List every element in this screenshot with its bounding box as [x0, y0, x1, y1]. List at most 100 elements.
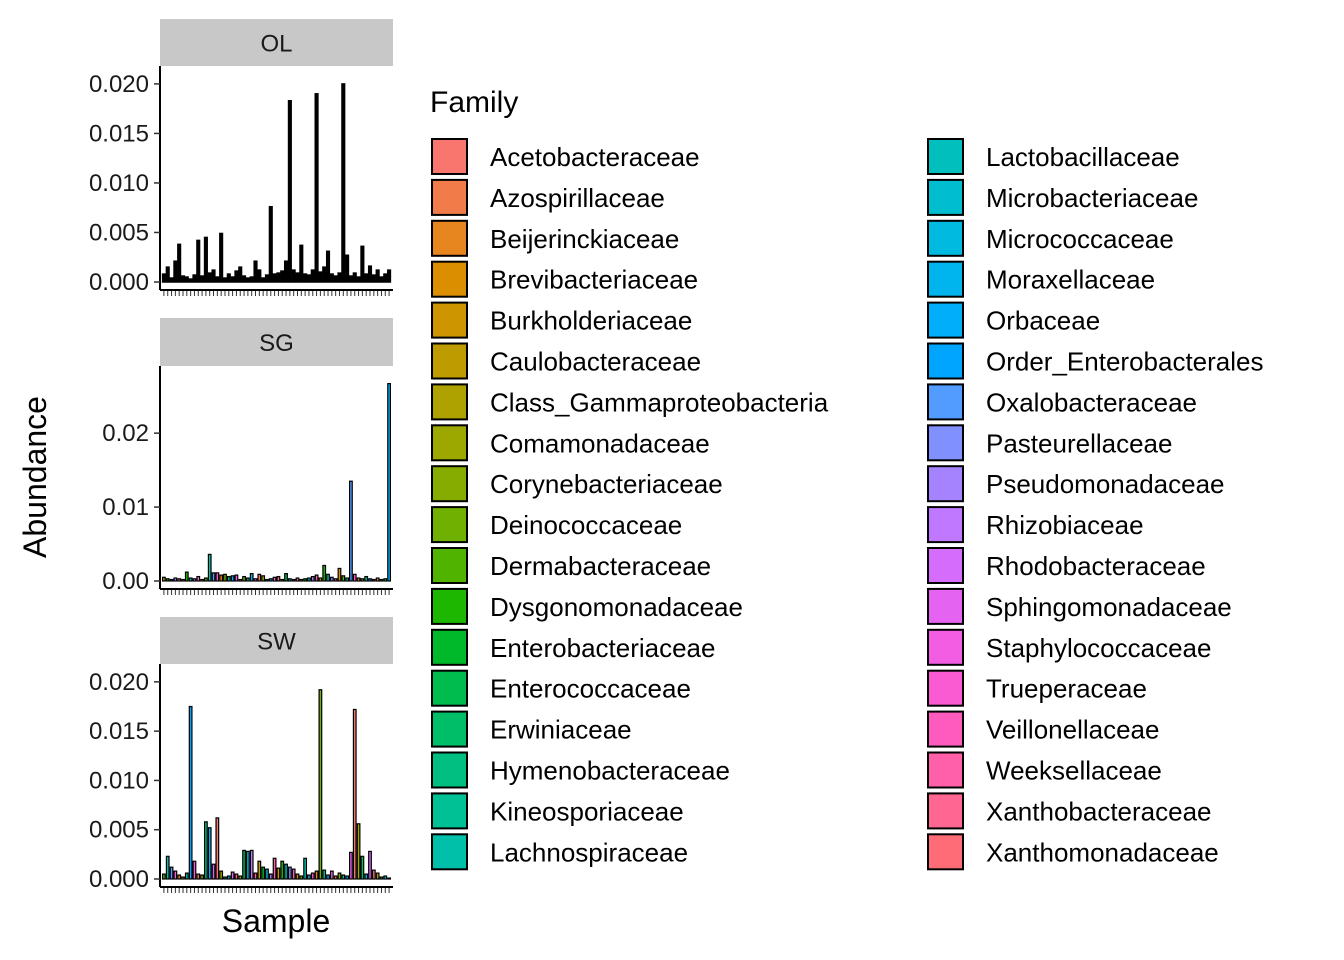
legend-item: Order_Enterobacterales — [927, 342, 1263, 380]
bar — [188, 278, 193, 283]
bar — [181, 578, 185, 582]
facet-panel-sw: SW 0.000 0.005 0.010 0.015 0.020 — [89, 617, 393, 893]
y-tick-label: 0.010 — [89, 170, 149, 197]
bar — [264, 274, 270, 283]
bar — [387, 877, 391, 880]
bar — [177, 243, 182, 283]
bar — [306, 274, 311, 283]
bar — [284, 863, 288, 880]
legend-item: Kineosporiaceae — [431, 792, 684, 830]
legend-swatch — [927, 465, 964, 503]
y-tick-label: 0.015 — [89, 718, 149, 745]
legend-swatch — [431, 219, 468, 257]
legend-swatch — [431, 751, 468, 789]
legend-swatch — [431, 383, 468, 421]
legend-label: Pseudomonadaceae — [986, 469, 1225, 499]
legend-item: Enterococcaceae — [431, 669, 691, 707]
bar — [184, 872, 189, 880]
bar — [184, 276, 189, 283]
bar — [287, 866, 292, 880]
bar — [207, 827, 212, 880]
bar — [219, 574, 224, 582]
legend-swatch — [431, 628, 468, 666]
bar — [230, 871, 235, 880]
bar — [364, 575, 369, 582]
legend-item: Caulobacteraceae — [431, 342, 701, 380]
legend-label: Acetobacteraceae — [490, 142, 700, 172]
bar — [180, 275, 186, 283]
legend-item: Azospirillaceae — [431, 178, 665, 216]
legend-swatch — [431, 669, 468, 707]
y-tick-label: 0.01 — [102, 494, 149, 521]
bar — [387, 269, 392, 283]
bar — [200, 275, 205, 283]
facet-strip-label: OL — [260, 31, 292, 58]
y-tick-label: 0.02 — [102, 420, 149, 447]
bar — [162, 873, 166, 880]
legend-label: Burkholderiaceae — [490, 306, 692, 336]
bar — [387, 383, 391, 582]
bar — [253, 872, 258, 880]
legend-label: Corynebacteriaceae — [490, 469, 723, 499]
bar — [364, 873, 369, 880]
facet-strip — [160, 19, 393, 66]
bar — [249, 849, 254, 880]
bar — [375, 577, 380, 582]
bar — [375, 872, 380, 880]
bar — [307, 577, 311, 582]
legend-item: Micrococcaceae — [927, 219, 1174, 257]
bar — [215, 276, 220, 283]
bar — [184, 571, 189, 582]
bar — [364, 273, 369, 283]
bar — [368, 850, 372, 880]
bar — [322, 266, 327, 283]
y-tick-label: 0.00 — [102, 568, 149, 595]
bar — [307, 874, 311, 880]
bar — [356, 823, 361, 880]
legend-label: Moraxellaceae — [986, 265, 1155, 295]
legend-item: Comamonadaceae — [431, 424, 710, 462]
bar — [299, 244, 304, 283]
bar — [295, 577, 300, 582]
bar — [303, 578, 308, 582]
legend-label: Weeksellaceae — [986, 756, 1162, 786]
bar — [329, 273, 334, 283]
bar — [299, 875, 304, 880]
legend-label: Hymenobacteraceae — [490, 756, 730, 786]
y-tick-label: 0.020 — [89, 669, 149, 696]
legend-item: Sphingomonadaceae — [927, 587, 1232, 625]
legend-item: Hymenobacteraceae — [431, 751, 730, 789]
bar — [284, 573, 288, 582]
bar — [333, 275, 338, 283]
bar — [219, 870, 224, 880]
legend-label: Micrococcaceae — [986, 224, 1174, 254]
legend-item: Trueperaceae — [927, 669, 1147, 707]
legend-label: Veillonellaceae — [986, 715, 1159, 745]
bar — [173, 577, 178, 582]
bar — [345, 254, 350, 283]
bar — [169, 277, 174, 283]
legend-item: Rhodobacteraceae — [927, 547, 1206, 584]
legend-label: Enterobacteriaceae — [490, 633, 715, 663]
bar — [234, 873, 239, 880]
legend: Acetobacteraceae Azospirillaceae Beijerinc… — [431, 138, 1263, 871]
bar — [261, 277, 266, 283]
bar — [318, 689, 323, 880]
bar — [234, 574, 239, 582]
legend-swatch — [927, 506, 964, 544]
legend-label: Xanthomonadaceae — [986, 837, 1219, 867]
legend-item: Moraxellaceae — [927, 260, 1155, 298]
bar — [303, 273, 308, 283]
legend-swatch — [431, 301, 468, 339]
bar — [253, 578, 258, 582]
bar — [352, 272, 357, 283]
bar — [169, 866, 174, 880]
bar — [371, 578, 376, 582]
bar — [280, 578, 285, 582]
bar — [383, 875, 388, 880]
bar — [276, 575, 281, 582]
bar — [242, 275, 247, 283]
bar — [352, 708, 357, 880]
bar — [379, 276, 384, 283]
